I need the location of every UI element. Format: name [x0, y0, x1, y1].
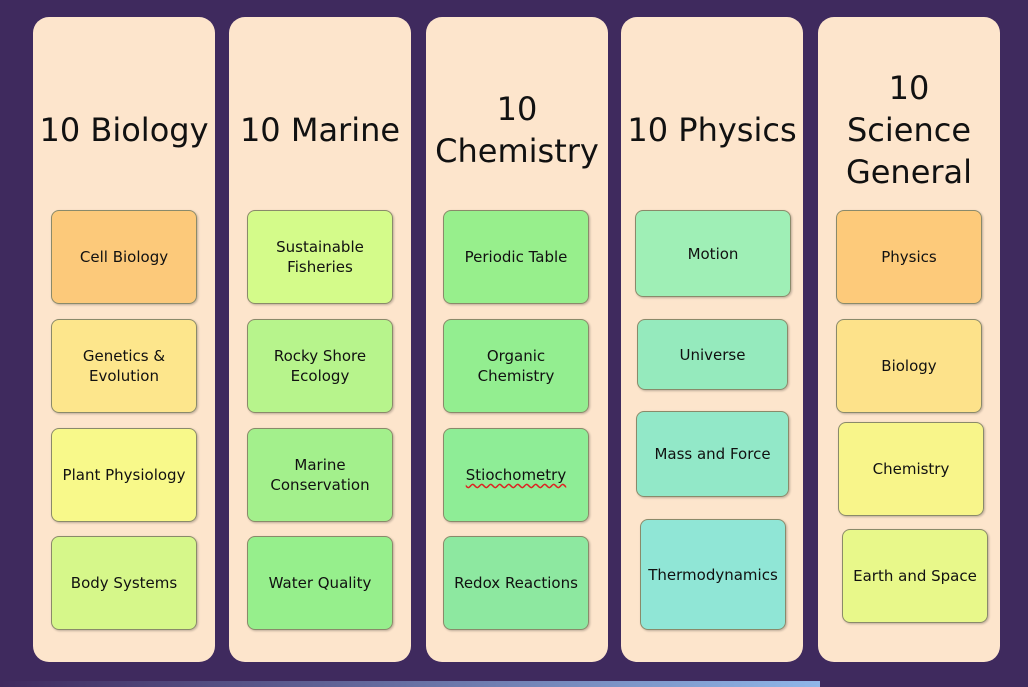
column-title: 10 Chemistry: [435, 89, 599, 170]
topic-box[interactable]: Biology: [836, 319, 982, 413]
column-title: 10 Biology: [39, 110, 209, 149]
topic-label: Sustainable Fisheries: [276, 238, 364, 276]
topic-box[interactable]: Earth and Space: [842, 529, 988, 623]
topic-box[interactable]: Organic Chemistry: [443, 319, 589, 413]
topic-label: Chemistry: [872, 460, 950, 478]
topic-box[interactable]: Sustainable Fisheries: [247, 210, 393, 304]
topic-label: Marine Conservation: [270, 456, 370, 494]
topic-label: Biology: [881, 357, 937, 375]
topic-box[interactable]: Thermodynamics: [640, 519, 786, 630]
topic-label: Mass and Force: [654, 445, 771, 463]
column-title: 10 Marine: [239, 110, 401, 149]
column-title: 10 Physics: [627, 110, 797, 149]
topic-box[interactable]: Motion: [635, 210, 791, 297]
topic-box[interactable]: Chemistry: [838, 422, 984, 516]
topic-label: Thermodynamics: [648, 565, 778, 584]
topic-label: Plant Physiology: [62, 466, 186, 484]
topic-label: Stiochometry: [465, 466, 567, 484]
topic-box[interactable]: Redox Reactions: [443, 536, 589, 630]
topic-label: Rocky Shore Ecology: [273, 347, 367, 385]
topic-label: Water Quality: [268, 574, 372, 592]
topic-box[interactable]: Water Quality: [247, 536, 393, 630]
topic-box[interactable]: Stiochometry: [443, 428, 589, 522]
topic-box[interactable]: Rocky Shore Ecology: [247, 319, 393, 413]
topic-box[interactable]: Body Systems: [51, 536, 197, 630]
topic-label: Physics: [881, 248, 937, 266]
topic-label: Body Systems: [70, 574, 178, 592]
topic-label: Earth and Space: [853, 567, 977, 585]
topic-box[interactable]: Marine Conservation: [247, 428, 393, 522]
topic-label: Cell Biology: [79, 248, 169, 266]
topic-box[interactable]: Universe: [637, 319, 788, 390]
topic-box[interactable]: Cell Biology: [51, 210, 197, 304]
footer-stripe: [0, 681, 820, 687]
topic-label: Organic Chemistry: [477, 347, 555, 385]
topic-label: Motion: [687, 244, 739, 263]
topic-box[interactable]: Genetics & Evolution: [51, 319, 197, 413]
topic-label: Redox Reactions: [454, 574, 578, 592]
topic-box[interactable]: Physics: [836, 210, 982, 304]
column-title: 10 Science General: [845, 68, 973, 191]
topic-box[interactable]: Plant Physiology: [51, 428, 197, 522]
topic-label: Universe: [679, 345, 746, 364]
topic-label: Genetics & Evolution: [82, 347, 166, 385]
topic-box[interactable]: Periodic Table: [443, 210, 589, 304]
topic-label: Periodic Table: [464, 248, 568, 266]
topic-box[interactable]: Mass and Force: [636, 411, 789, 497]
